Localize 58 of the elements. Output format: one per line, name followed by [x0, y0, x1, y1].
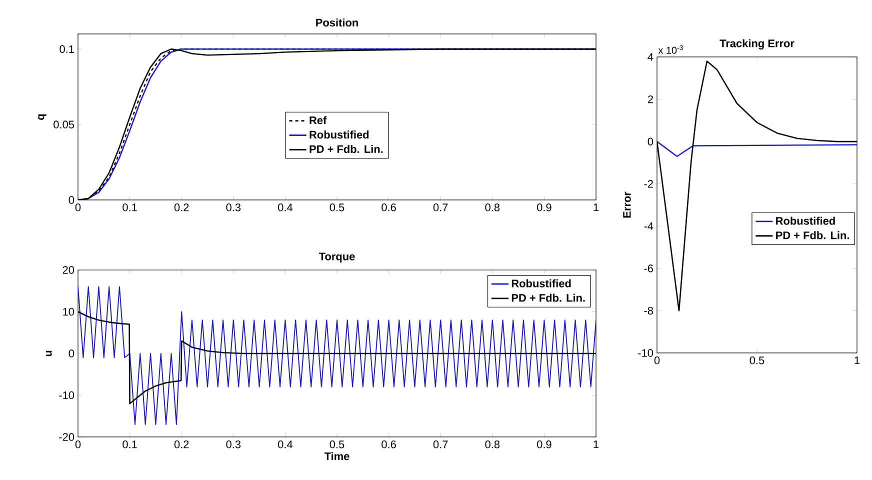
x-tick-label: 0.7: [433, 440, 448, 448]
x-tick-label: 0.9: [537, 204, 552, 212]
legend-label: Ref: [310, 116, 327, 124]
y-tick-label: -4: [644, 222, 654, 230]
x-tick-label: 0.5: [750, 356, 764, 364]
legend-label: Robustified: [776, 216, 835, 225]
y-axis-title: Error: [623, 192, 631, 218]
legend-label: Robustified: [512, 279, 571, 288]
x-tick-label: 0.8: [485, 440, 500, 448]
y-tick-label: 2: [648, 95, 653, 104]
chart-title: Position: [316, 18, 358, 26]
y-tick-label: -8: [644, 306, 654, 315]
line-series: [78, 286, 596, 425]
y-tick-label: -2: [644, 180, 653, 188]
chart-title: Torque: [318, 252, 355, 262]
x-tick-label: 1: [594, 204, 599, 212]
x-tick-label: 0.2: [174, 204, 189, 212]
legend-label: Robustified: [310, 130, 369, 139]
x-tick-label: 0.3: [226, 204, 241, 212]
x-tick-label: 0: [654, 356, 660, 364]
y-tick-label: 0.05: [54, 120, 74, 128]
x-axis-title: Time: [324, 452, 350, 460]
x-tick-label: 0.6: [382, 204, 396, 212]
chart-title: Tracking Error: [720, 39, 794, 50]
line-series: [657, 140, 858, 158]
x-tick-label: 0.5: [330, 204, 344, 212]
x-tick-label: 0.1: [122, 204, 137, 212]
y-tick-label: -10: [638, 349, 654, 357]
y-axis-title: q: [38, 114, 46, 120]
text: x 10$^{-3}$: [658, 45, 683, 54]
y-tick-label: 0: [68, 196, 74, 204]
y-tick-label: 0: [648, 138, 654, 146]
y-tick-label: 10: [63, 308, 74, 316]
x-tick-label: 0.5: [330, 440, 344, 448]
x-tick-label: 0.1: [122, 440, 137, 448]
y-tick-label: -20: [59, 433, 74, 441]
y-tick-label: -10: [59, 391, 74, 400]
x-tick-label: 0.3: [226, 440, 241, 448]
x-tick-label: 0.8: [485, 204, 500, 212]
x-tick-label: 0.4: [278, 440, 292, 448]
x-tick-label: 0.9: [537, 440, 552, 448]
x-tick-label: 0: [75, 440, 81, 448]
y-axis-title: u: [46, 350, 52, 356]
legend-label: PD + Fdb. Lin.: [310, 144, 383, 153]
x-tick-label: 0.7: [433, 204, 448, 212]
y-tick-label: 4: [648, 53, 654, 61]
legend-label: PD + Fdb. Lin.: [512, 294, 585, 302]
y-tick-label: -6: [644, 264, 654, 272]
x-tick-label: 0: [75, 204, 81, 212]
legend-label: PD + Fdb. Lin.: [776, 231, 849, 240]
x-tick-label: 0.4: [278, 204, 292, 212]
x-tick-label: 1: [594, 440, 599, 448]
x-tick-label: 0.6: [382, 440, 396, 448]
x-tick-label: 0.2: [174, 440, 189, 448]
x-tick-label: 1: [854, 356, 860, 364]
y-tick-label: 0.1: [60, 45, 74, 53]
y-tick-label: 0: [68, 350, 74, 358]
y-tick-label: 20: [62, 266, 74, 274]
